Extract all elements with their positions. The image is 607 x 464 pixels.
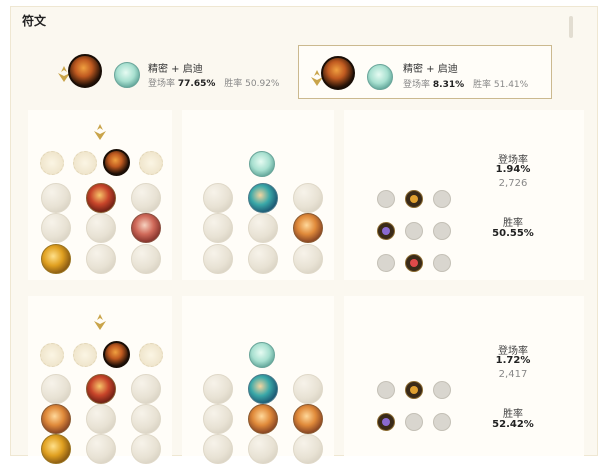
health-shard-icon <box>377 254 395 272</box>
hextech-flashtraption-icon <box>203 374 233 404</box>
magic-resist-shard-icon <box>433 254 451 272</box>
rune-summary-card-2[interactable]: 精密 + 启迪 登场率 8.31% 胜率 51.41% <box>298 45 552 99</box>
precision-emblem-icon <box>58 66 70 82</box>
inspiration-emblem-icon <box>249 151 275 177</box>
magical-footwear-icon <box>248 374 278 404</box>
cosmic-insight-icon <box>203 244 233 274</box>
fleet-footwork-icon <box>321 56 355 90</box>
legend-bloodline-icon <box>131 213 161 243</box>
legend-bloodline-icon <box>131 404 161 434</box>
legend-alacrity-icon <box>41 404 71 434</box>
win-rate-value: 52.42% <box>492 419 534 430</box>
minion-dematerializer-icon <box>248 404 278 434</box>
last-stand-icon <box>131 244 161 274</box>
approach-velocity-icon <box>248 434 278 464</box>
pick-rate-value: 1.94% <box>495 164 531 175</box>
last-stand-icon <box>131 434 161 464</box>
magic-resist-shard-icon <box>433 413 451 431</box>
precision-emblem-icon <box>311 70 323 86</box>
rune-summary-card-1[interactable]: 精密 + 启迪 登场率 77.65% 胜率 50.92% <box>44 42 290 96</box>
biscuit-delivery-icon <box>293 213 323 243</box>
adaptive-force-shard-icon <box>377 381 395 399</box>
summary-stats: 登场率 77.65% 胜率 50.92% <box>148 76 279 89</box>
presence-of-mind-icon <box>131 374 161 404</box>
overheal-icon <box>41 183 71 213</box>
pick-rate-value: 77.65% <box>177 79 216 89</box>
conqueror-icon <box>139 343 163 367</box>
perfect-timing-icon <box>293 374 323 404</box>
win-rate-value: 50.55% <box>492 228 534 239</box>
inspiration-emblem-icon <box>114 62 140 88</box>
win-rate-value: 50.92% <box>245 79 280 89</box>
ability-haste-shard-icon <box>433 381 451 399</box>
overheal-icon <box>41 374 71 404</box>
stat-shards-panel <box>344 296 584 456</box>
adaptive-force-shard-icon <box>377 413 395 431</box>
summary-path-name: 精密 + 启迪 <box>403 64 458 75</box>
inspiration-emblem-icon <box>367 64 393 90</box>
cosmic-insight-icon <box>203 434 233 464</box>
press-the-attack-icon <box>40 151 64 175</box>
fleet-footwork-icon <box>103 341 130 368</box>
armor-shard-icon <box>405 222 423 240</box>
legend-tenacity-icon <box>86 404 116 434</box>
biscuit-delivery-icon <box>293 404 323 434</box>
attack-speed-shard-icon <box>405 381 423 399</box>
fleet-footwork-icon <box>68 54 102 88</box>
pick-rate-label: 登场率 <box>498 346 528 357</box>
section-title: 符文 <box>22 14 47 28</box>
future-market-icon <box>203 404 233 434</box>
hextech-flashtraption-icon <box>203 183 233 213</box>
magic-resist-shard-icon <box>433 222 451 240</box>
future-market-icon <box>203 213 233 243</box>
precision-emblem-icon <box>94 124 106 140</box>
time-warp-tonic-icon <box>293 244 323 274</box>
lethal-tempo-icon <box>73 343 97 367</box>
pick-rate-label: 登场率 <box>148 79 176 89</box>
win-rate-label: 胜率 <box>503 218 523 229</box>
win-rate-value: 51.41% <box>493 80 529 90</box>
pick-rate-value: 8.31% <box>432 80 465 90</box>
games-count: 2,726 <box>498 178 528 189</box>
adaptive-force-shard-icon <box>377 190 395 208</box>
legend-tenacity-icon <box>86 213 116 243</box>
inspiration-emblem-icon <box>249 342 275 368</box>
cut-down-icon <box>86 434 116 464</box>
armor-shard-icon <box>405 254 423 272</box>
conqueror-icon <box>139 151 163 175</box>
armor-shard-icon <box>405 413 423 431</box>
presence-of-mind-icon <box>131 183 161 213</box>
coup-de-grace-icon <box>41 244 71 274</box>
legend-alacrity-icon <box>41 213 71 243</box>
perfect-timing-icon <box>293 183 323 213</box>
lethal-tempo-icon <box>73 151 97 175</box>
time-warp-tonic-icon <box>293 434 323 464</box>
win-rate-label: 胜率 <box>503 409 523 420</box>
triumph-icon <box>86 183 116 213</box>
ability-haste-shard-icon <box>433 190 451 208</box>
win-rate-label: 胜率 <box>473 80 492 90</box>
coup-de-grace-icon <box>41 434 71 464</box>
summary-stats: 登场率 8.31% 胜率 51.41% <box>403 77 528 90</box>
minion-dematerializer-icon <box>248 213 278 243</box>
adaptive-force-shard-icon <box>377 222 395 240</box>
cut-down-icon <box>86 244 116 274</box>
win-rate-label: 胜率 <box>224 79 243 89</box>
pick-rate-label: 登场率 <box>403 80 431 90</box>
press-the-attack-icon <box>40 343 64 367</box>
approach-velocity-icon <box>248 244 278 274</box>
magical-footwear-icon <box>248 183 278 213</box>
attack-speed-shard-icon <box>405 190 423 208</box>
triumph-icon <box>86 374 116 404</box>
summary-path-name: 精密 + 启迪 <box>148 64 203 75</box>
games-count: 2,417 <box>498 369 528 380</box>
pick-rate-value: 1.72% <box>495 355 531 366</box>
scrollbar-thumb[interactable] <box>569 16 573 38</box>
fleet-footwork-icon <box>103 149 130 176</box>
pick-rate-label: 登场率 <box>498 155 528 166</box>
precision-emblem-icon <box>94 314 106 330</box>
